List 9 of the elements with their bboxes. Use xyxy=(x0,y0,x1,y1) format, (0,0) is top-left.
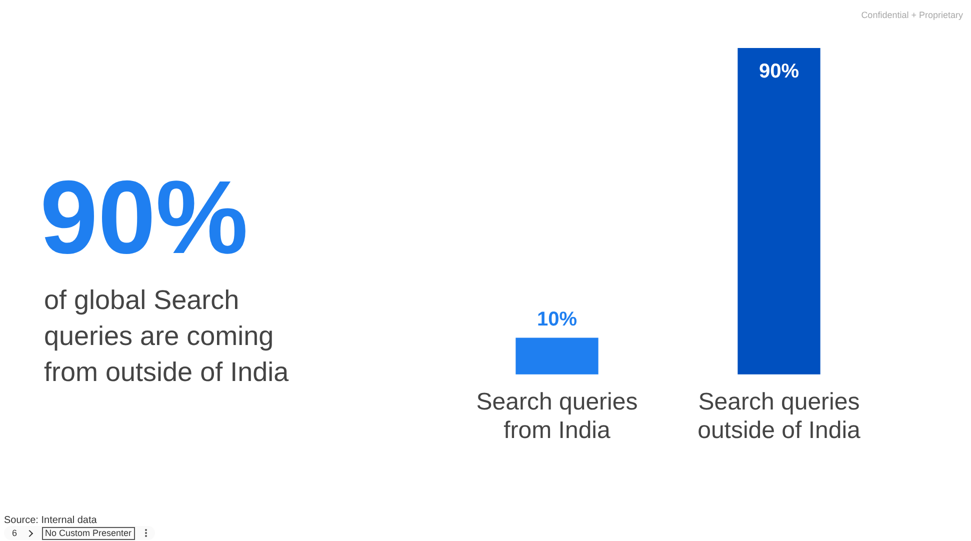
presenter-toolbar: 6 No Custom Presenter xyxy=(4,526,155,540)
x-tick-label: Search queries from India xyxy=(476,388,638,444)
text: Confidential + Proprietary xyxy=(861,10,963,20)
x-tick-label: Search queries outside of India xyxy=(698,388,862,444)
data-label: 90% xyxy=(758,60,800,83)
data-label: 10% xyxy=(536,308,578,331)
source-note: Source: Internal data xyxy=(4,515,97,526)
text: of global Search queries are coming from outside of India xyxy=(44,284,290,389)
text: 90% xyxy=(40,159,248,278)
